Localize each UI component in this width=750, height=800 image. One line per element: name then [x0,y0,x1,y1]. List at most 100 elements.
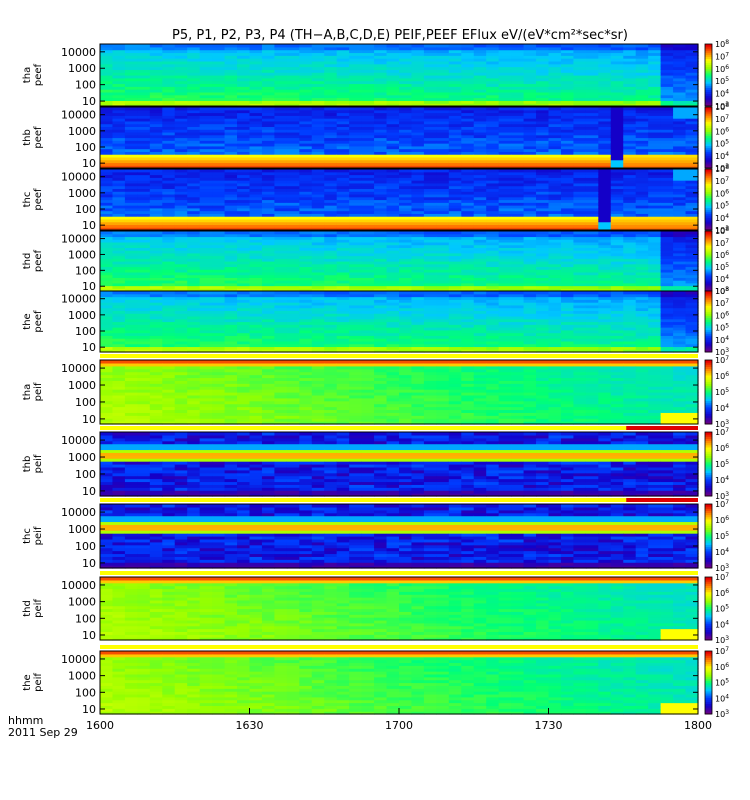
heatmap-cell [162,196,176,201]
heatmap-cell [374,145,388,150]
heatmap-cell [224,131,238,136]
heatmap-cell [623,134,637,139]
heatmap-cell [299,216,313,220]
heatmap-cell [299,221,313,226]
heatmap-cell [423,80,437,85]
y-tick-label: 10000 [61,171,96,184]
heatmap-cell [498,46,512,51]
heatmap-cell [336,123,350,128]
colorbar-cell [705,91,712,95]
heatmap-cell [112,154,126,158]
heatmap-cell [448,143,462,147]
heatmap-cell [299,120,313,125]
heatmap-cell [187,221,201,226]
heatmap-cell [635,94,649,99]
heatmap-cell [498,72,512,76]
heatmap-cell [386,46,400,51]
heatmap-cell [336,80,350,85]
heatmap-cell [498,91,512,96]
panel-label: thbpeef [22,126,44,149]
heatmap-cell [523,46,537,51]
heatmap-cell [486,94,500,99]
heatmap-cell [436,131,450,136]
heatmap-cell [299,213,313,217]
heatmap-cell [548,145,562,150]
heatmap-cell [237,210,251,214]
heatmap-cell [560,137,575,141]
heatmap-cell [349,72,363,76]
heatmap-cell [162,291,176,295]
heatmap-cell [349,60,363,65]
heatmap-cell [548,126,562,130]
heatmap-cell [261,193,276,198]
heatmap-cell [124,69,138,73]
heatmap-cell [187,83,201,87]
heatmap-cell [386,205,400,209]
heatmap-cell [324,80,338,85]
heatmap-cell [399,193,413,198]
heatmap-cell [623,151,637,155]
heatmap-cell [286,207,300,212]
heatmap-cell [212,55,226,59]
heatmap-cell [598,63,612,68]
heatmap-cell [473,86,487,90]
heatmap-cell [112,120,126,125]
heatmap-cell [349,52,363,56]
heatmap-cell [324,131,338,136]
heatmap-cell [598,118,612,122]
heatmap-cell [187,89,201,93]
heatmap-cell [212,63,226,68]
heatmap-cell [523,86,537,90]
heatmap-cell [423,94,437,99]
heatmap-cell [237,291,251,295]
heatmap-cell [187,151,201,155]
heatmap-cell [137,180,151,184]
heatmap-cell [610,140,624,144]
heatmap-cell [436,112,450,116]
heatmap-cell [324,165,338,169]
heatmap-cell [473,55,487,59]
heatmap-cell [100,118,114,122]
heatmap-cell [261,58,276,62]
heatmap-cell [286,162,300,166]
heatmap-cell [411,202,425,206]
colorbar-tick-exp: 3 [725,163,729,170]
heatmap-cell [100,55,114,59]
heatmap-cell [149,63,163,68]
heatmap-cell [361,49,375,54]
heatmap-cell [174,129,188,133]
heatmap-cell [324,89,338,93]
heatmap-cell [299,205,313,209]
heatmap-cell [523,151,537,155]
heatmap-cell [249,165,263,169]
heatmap-cell [249,55,263,59]
heatmap-cell [511,77,525,82]
heatmap-cell [286,60,300,65]
heatmap-cell [299,291,313,295]
heatmap-cell [187,199,201,203]
heatmap-cell [274,103,288,107]
heatmap-cell [174,224,188,228]
heatmap-cell [311,216,325,220]
heatmap-cell [112,60,126,65]
heatmap-cell [286,169,300,173]
heatmap-cell [660,129,674,133]
heatmap-cell [361,63,375,68]
heatmap-cell [374,216,388,220]
heatmap-cell [411,103,425,107]
heatmap-cell [137,207,151,212]
heatmap-cell [149,123,163,128]
heatmap-cell [536,75,550,79]
heatmap-cell [324,112,338,116]
heatmap-cell [423,156,437,161]
heatmap-cell [573,162,587,166]
heatmap-cell [100,60,114,65]
heatmap-cell [386,103,400,107]
heatmap-cell [237,227,251,231]
colorbar-cell [705,72,712,76]
heatmap-cell [423,86,437,90]
heatmap-cell [623,66,637,70]
heatmap-cell [448,103,462,107]
heatmap-cell [261,60,276,65]
heatmap-cell [349,77,363,82]
